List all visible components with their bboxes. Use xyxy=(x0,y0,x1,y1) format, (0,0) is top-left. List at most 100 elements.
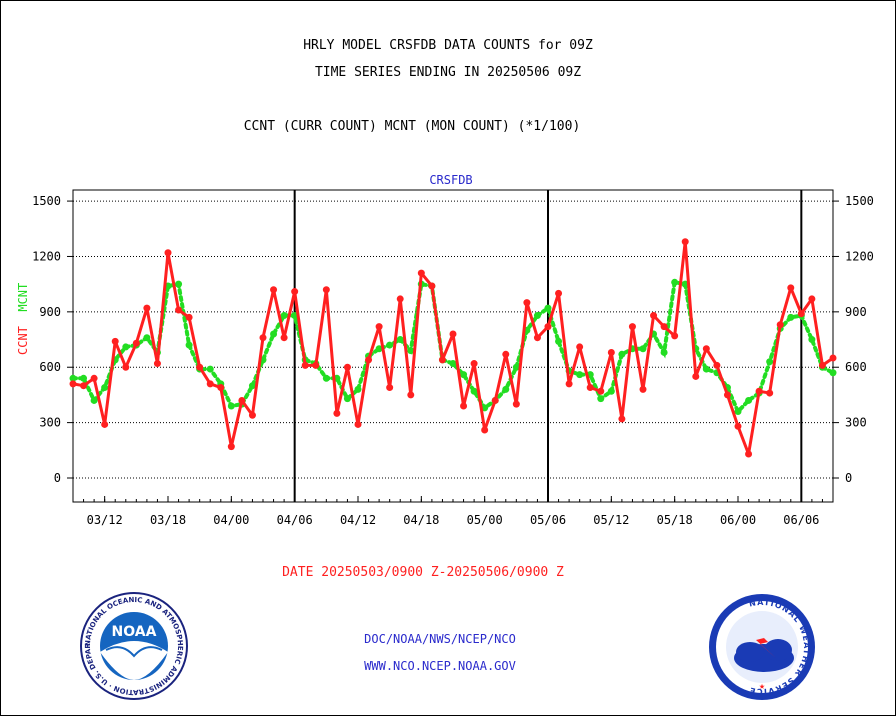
y-axis-label-mcnt: MCNT xyxy=(16,282,30,312)
series-mcnt-point xyxy=(122,343,130,351)
series-ccnt-point xyxy=(111,337,119,345)
series-mcnt-point xyxy=(143,334,151,342)
series-lines xyxy=(69,238,837,458)
series-ccnt-point xyxy=(396,295,404,303)
series-mcnt-point xyxy=(502,385,510,393)
series-ccnt-point xyxy=(438,356,446,364)
series-mcnt-point xyxy=(270,330,278,338)
series-ccnt-point xyxy=(270,286,278,294)
series-mcnt-point xyxy=(745,396,753,404)
series-ccnt-point xyxy=(755,387,763,395)
series-ccnt-point xyxy=(386,384,394,392)
series-mcnt-point xyxy=(470,387,478,395)
series-ccnt-point xyxy=(734,422,742,430)
series-mcnt-point xyxy=(449,360,457,368)
series-ccnt-point xyxy=(175,306,183,314)
x-tick-label: 04/00 xyxy=(213,513,249,527)
series-ccnt-point xyxy=(354,420,362,428)
series-ccnt-point xyxy=(702,345,710,353)
series-mcnt-point xyxy=(766,358,774,366)
svg-text:★: ★ xyxy=(759,681,765,692)
series-mcnt-point xyxy=(555,337,563,345)
series-ccnt-point xyxy=(69,380,77,388)
series-mcnt-point xyxy=(597,395,605,403)
series-ccnt-point xyxy=(681,238,689,246)
series-mcnt-point xyxy=(576,371,584,379)
series-mcnt-point xyxy=(248,382,256,390)
series-mcnt-point xyxy=(185,341,193,349)
series-mcnt-point xyxy=(69,374,77,382)
series-ccnt-point xyxy=(153,360,161,368)
series-mcnt-point xyxy=(533,312,541,320)
noaa-logo: NATIONAL OCEANIC AND ATMOSPHERIC ADMINIS… xyxy=(78,590,188,700)
series-mcnt-point xyxy=(671,278,679,286)
series-ccnt-point xyxy=(481,426,489,434)
series-ccnt-point xyxy=(428,282,436,290)
series-ccnt-point xyxy=(185,313,193,321)
series-ccnt-point xyxy=(671,332,679,340)
date-range: DATE 20250503/0900 Z-20250506/0900 Z xyxy=(282,565,564,580)
series-ccnt-point xyxy=(766,389,774,397)
x-tick-label: 03/12 xyxy=(87,513,123,527)
series-mcnt-point xyxy=(787,313,795,321)
nws-logo: NATIONAL WEATHER SERVICE ★ xyxy=(709,594,815,700)
series-ccnt-point xyxy=(745,450,753,458)
series-ccnt-point xyxy=(343,363,351,371)
series-ccnt-point xyxy=(206,380,214,388)
series-ccnt-point xyxy=(90,374,98,382)
series-ccnt-point xyxy=(333,409,341,417)
y-tick-label-left: 300 xyxy=(39,416,61,430)
series-ccnt-point xyxy=(80,382,88,390)
svg-text:NOAA: NOAA xyxy=(112,624,157,640)
chart-title-line-1: HRLY MODEL CRSFDB DATA COUNTS for 09Z xyxy=(303,38,593,53)
series-ccnt-point xyxy=(460,402,468,410)
series-mcnt-point xyxy=(375,345,383,353)
y-tick-label-left: 1500 xyxy=(32,194,61,208)
series-mcnt-point xyxy=(512,363,520,371)
series-mcnt-point xyxy=(101,384,109,392)
series-ccnt-point xyxy=(523,299,531,307)
y-tick-label-left: 0 xyxy=(54,471,61,485)
series-ccnt-point xyxy=(491,396,499,404)
series-mcnt-point xyxy=(90,396,98,404)
series-ccnt-point xyxy=(555,289,563,297)
series-ccnt-point xyxy=(692,372,700,380)
series-ccnt-point xyxy=(238,396,246,404)
y-tick-label-right: 300 xyxy=(845,416,867,430)
series-mcnt-point xyxy=(396,336,404,344)
series-ccnt-point xyxy=(565,380,573,388)
series-ccnt-point xyxy=(101,420,109,428)
x-tick-label: 05/12 xyxy=(593,513,629,527)
series-mcnt-point xyxy=(80,374,88,382)
series-ccnt-point xyxy=(217,384,225,392)
series-ccnt-point xyxy=(576,343,584,351)
y-tick-label-left: 600 xyxy=(39,360,61,374)
series-mcnt-point xyxy=(660,348,668,356)
series-ccnt-point xyxy=(723,391,731,399)
series-ccnt-point xyxy=(132,339,140,347)
series-ccnt-point xyxy=(628,323,636,331)
series-ccnt-point xyxy=(597,387,605,395)
series-ccnt-point xyxy=(713,361,721,369)
series-ccnt-point xyxy=(301,361,309,369)
series-mcnt-point xyxy=(734,408,742,416)
series-mcnt-point xyxy=(280,312,288,320)
series-ccnt-point xyxy=(196,363,204,371)
series-ccnt-point xyxy=(417,269,425,277)
series-mcnt-point xyxy=(460,371,468,379)
axes: 0 0 300 300 600 600 900 900 1200 1200 1500 1500 03/1… xyxy=(32,189,874,527)
y-tick-label-right: 900 xyxy=(845,305,867,319)
y-tick-label-right: 600 xyxy=(845,360,867,374)
y-axis-label: CCNT MCNT xyxy=(16,283,30,355)
series-mcnt-point xyxy=(618,350,626,358)
series-ccnt-point xyxy=(322,286,330,294)
series-ccnt-point xyxy=(312,361,320,369)
series-mcnt-point xyxy=(829,369,837,377)
series-ccnt-point xyxy=(407,391,415,399)
series-ccnt-point xyxy=(618,415,626,423)
x-tick-label: 06/00 xyxy=(720,513,756,527)
series-ccnt-point xyxy=(829,354,837,362)
y-tick-label-right: 1200 xyxy=(845,249,874,263)
x-tick-label: 04/18 xyxy=(403,513,439,527)
x-tick-label: 06/06 xyxy=(783,513,819,527)
